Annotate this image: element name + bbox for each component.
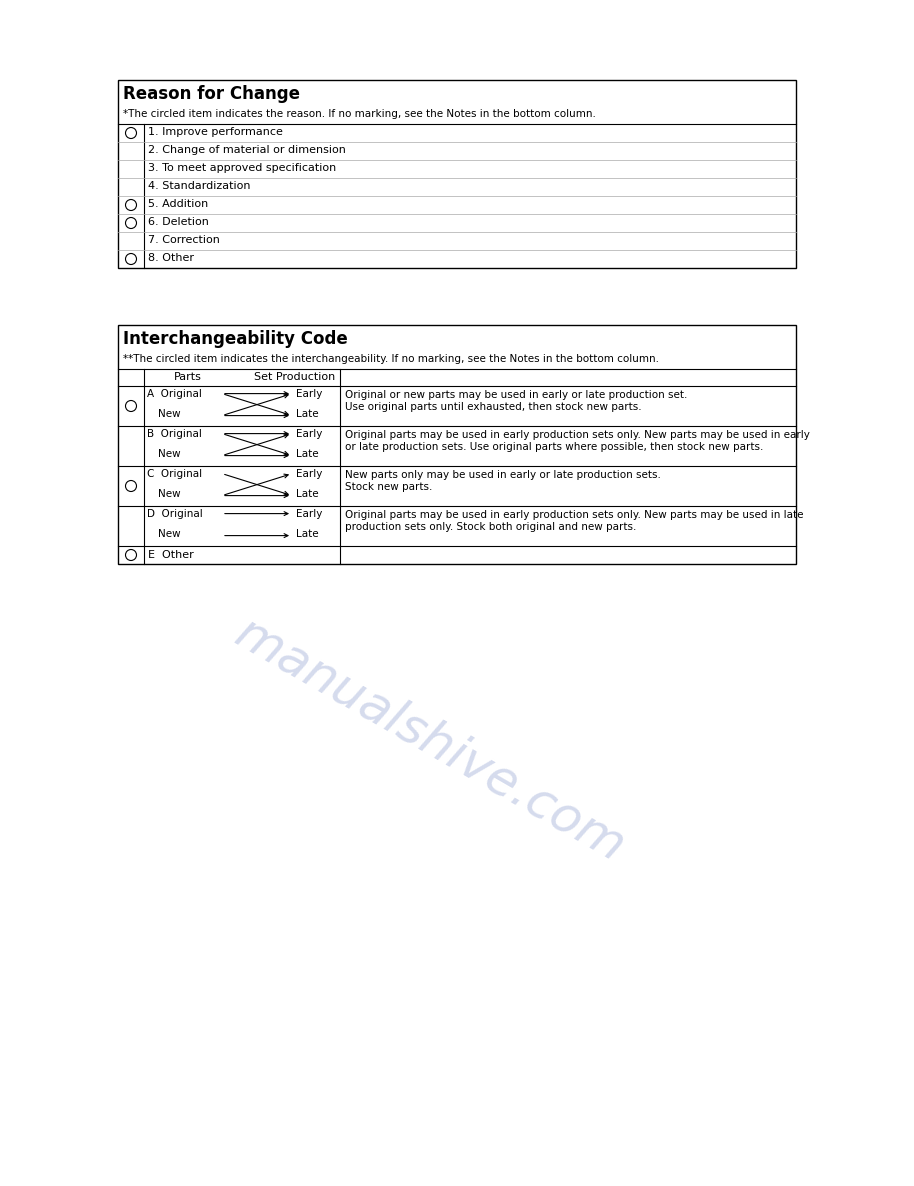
Text: 7. Correction: 7. Correction xyxy=(148,235,220,246)
Text: New: New xyxy=(158,529,181,538)
Text: Early: Early xyxy=(296,468,323,479)
Text: 6. Deletion: 6. Deletion xyxy=(148,217,209,227)
Text: Set Production: Set Production xyxy=(254,372,335,382)
Text: A  Original: A Original xyxy=(147,389,202,398)
Text: 2. Change of material or dimension: 2. Change of material or dimension xyxy=(148,145,345,155)
Text: Late: Late xyxy=(296,409,319,419)
Text: Reason for Change: Reason for Change xyxy=(123,85,300,103)
Text: 5. Addition: 5. Addition xyxy=(148,199,208,209)
Text: D  Original: D Original xyxy=(147,509,203,519)
Text: Late: Late xyxy=(296,529,319,538)
Text: Parts: Parts xyxy=(174,372,202,382)
Text: Late: Late xyxy=(296,489,319,499)
Text: Early: Early xyxy=(296,389,323,398)
Text: 8. Other: 8. Other xyxy=(148,253,194,263)
Bar xyxy=(118,325,796,565)
Bar xyxy=(118,79,796,268)
Text: B  Original: B Original xyxy=(147,429,202,439)
Text: New: New xyxy=(158,449,181,459)
Text: Original or new parts may be used in early or late production set.
Use original : Original or new parts may be used in ear… xyxy=(345,390,687,412)
Text: New parts only may be used in early or late production sets.
Stock new parts.: New parts only may be used in early or l… xyxy=(345,470,661,492)
Text: manualshive.com: manualshive.com xyxy=(227,608,633,872)
Text: E  Other: E Other xyxy=(148,550,194,560)
Text: C  Original: C Original xyxy=(147,468,202,479)
Text: Early: Early xyxy=(296,429,323,439)
Text: 1. Improve performance: 1. Improve performance xyxy=(148,127,282,138)
Text: 4. Standardization: 4. Standardization xyxy=(148,181,250,191)
Text: Late: Late xyxy=(296,449,319,459)
Text: 3. To meet approved specification: 3. To meet approved specification xyxy=(148,162,336,173)
Text: Interchangeability Code: Interchangeability Code xyxy=(123,330,347,347)
Text: New: New xyxy=(158,409,181,419)
Text: *The circled item indicates the reason. If no marking, see the Notes in the bott: *The circled item indicates the reason. … xyxy=(123,109,596,119)
Text: New: New xyxy=(158,489,181,499)
Text: Early: Early xyxy=(296,509,323,519)
Text: **The circled item indicates the interchangeability. If no marking, see the Note: **The circled item indicates the interch… xyxy=(123,353,659,364)
Text: Original parts may be used in early production sets only. New parts may be used : Original parts may be used in early prod… xyxy=(345,510,803,531)
Text: Original parts may be used in early production sets only. New parts may be used : Original parts may be used in early prod… xyxy=(345,431,810,452)
